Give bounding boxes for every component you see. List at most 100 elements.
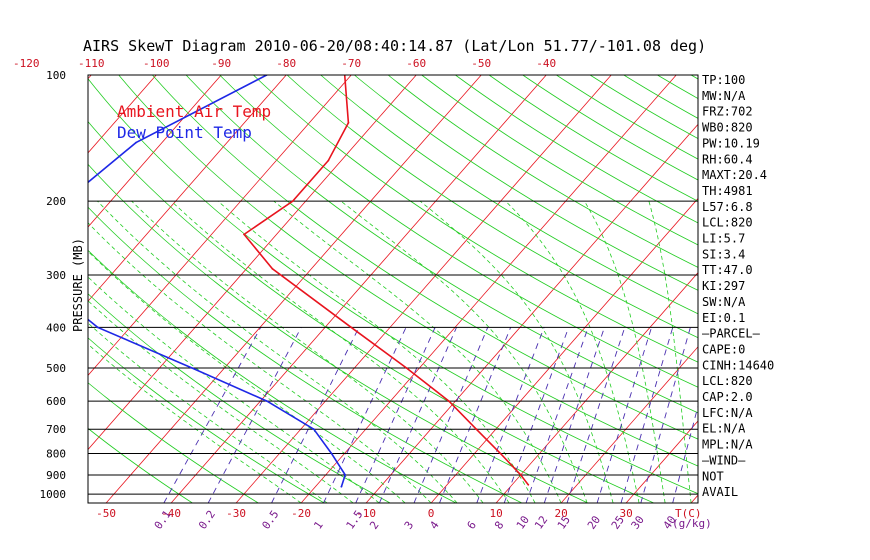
ambient-air-temp-point: [350, 326, 352, 329]
bottom-temp-tick-label: 30: [619, 507, 632, 520]
stat-line: MW:N/A: [702, 89, 746, 103]
moist-adiabat-line: [217, 200, 536, 503]
stat-line: RH:60.4: [702, 152, 753, 166]
stat-line: NOT: [702, 469, 724, 483]
mixing-ratio-line: [566, 327, 626, 503]
ambient-air-temp-point: [475, 428, 478, 431]
pressure-tick-label: 200: [46, 195, 66, 208]
stat-line: L57:6.8: [702, 200, 753, 214]
dry-adiabat-line: [387, 75, 698, 268]
isotherm-line: [105, 75, 482, 503]
pressure-tick-label: 700: [46, 423, 66, 436]
top-temp-tick-label: -60: [406, 57, 426, 70]
plot-frame: [87, 74, 699, 504]
dry-adiabat-line: [88, 382, 259, 503]
moist-adiabat-line: [88, 322, 328, 503]
dry-adiabat-line: [88, 337, 325, 503]
ambient-air-temp-point: [527, 483, 530, 486]
pressure-tick-label: 600: [46, 395, 66, 408]
pressure-tick-label: 300: [46, 269, 66, 282]
dry-adiabat-line: [826, 75, 870, 503]
stat-line: TT:47.0: [702, 263, 753, 277]
dry-adiabat-line: [286, 75, 698, 339]
isotherm-line: [88, 75, 352, 376]
moist-adiabat-line: [648, 201, 692, 503]
top-temp-tick-label: -80: [276, 57, 296, 70]
stat-line: TH:4981: [702, 184, 753, 198]
top-temp-tick-label: -40: [536, 57, 556, 70]
isotherm-line: [88, 75, 222, 228]
pressure-tick-label: 1000: [40, 488, 67, 501]
moist-adiabat-line: [88, 250, 406, 503]
moist-adiabat-line: [171, 200, 510, 503]
mixing-ratio-label: 8: [492, 519, 506, 532]
dry-adiabat-line: [152, 75, 698, 440]
stat-line: KI:297: [702, 279, 745, 293]
dew-point-temp-point: [266, 400, 268, 402]
dry-adiabat-line: [88, 206, 523, 503]
moist-adiabat-line: [340, 200, 588, 503]
dry-adiabat-line: [859, 75, 870, 503]
x-axis-unit-label: T(C): [675, 507, 702, 520]
pressure-tick-label: 100: [46, 69, 66, 82]
dew-point-temp-point: [312, 428, 315, 431]
mixing-ratio-label: 40: [661, 513, 679, 531]
isotherm-line: [88, 75, 417, 451]
mixing-ratio-line: [163, 327, 262, 503]
mixing-ratio-label: 3: [402, 519, 416, 532]
dew-point-temp-point: [96, 326, 99, 329]
dry-adiabat-line: [455, 75, 698, 224]
mixing-ratio-line: [413, 327, 489, 503]
background-lines: [0, 75, 870, 503]
ambient-air-temp-point: [405, 367, 408, 369]
dry-adiabat-line: [758, 75, 870, 503]
dry-adiabat-line: [354, 75, 698, 291]
moist-adiabat-line: [97, 200, 458, 503]
stat-line: LCL:820: [702, 374, 753, 388]
dry-adiabat-line: [88, 163, 588, 503]
mixing-ratio-label: 6: [465, 519, 479, 532]
dry-adiabat-line: [88, 78, 698, 495]
bottom-temp-tick-label: 10: [489, 507, 502, 520]
dew-point-temp-point: [32, 274, 34, 276]
legend-ambient-air-temp: Ambient Air Temp: [117, 102, 271, 121]
stat-line: SI:3.4: [702, 247, 745, 261]
mixing-ratio-line: [476, 327, 545, 503]
mixing-ratio-label: 10: [514, 513, 532, 531]
mixing-ratio-line: [620, 327, 674, 503]
ambient-air-temp-point: [243, 233, 246, 236]
bottom-temp-tick-label: -40: [161, 507, 181, 520]
y-axis-label: PRESSURE (MB): [71, 238, 85, 332]
stat-line: EL:N/A: [702, 422, 746, 436]
mixing-ratio-line: [640, 327, 691, 503]
mixing-ratio-unit-label: (g/kg): [672, 517, 712, 530]
isotherm-line: [170, 75, 547, 503]
top-temp-tick-label: -50: [471, 57, 491, 70]
stat-line: —WIND—: [702, 453, 746, 467]
stat-line: PW:10.19: [702, 136, 760, 150]
bottom-temp-tick-label: -10: [356, 507, 376, 520]
top-temp-tick-label: -70: [341, 57, 361, 70]
dew-point-temp-point: [135, 141, 137, 144]
stat-line: MAXT:20.4: [702, 168, 767, 182]
isotherm-line: [821, 75, 870, 503]
ambient-air-temp-point: [291, 200, 294, 203]
bottom-temp-tick-label: -30: [226, 507, 246, 520]
stat-line: AVAIL: [702, 485, 738, 499]
bottom-temp-tick-label: 0: [428, 507, 435, 520]
stat-line: LCL:820: [702, 216, 753, 230]
ambient-air-temp-point: [347, 121, 350, 124]
isotherm-line: [0, 75, 26, 503]
mixing-ratio-label: 12: [532, 513, 550, 531]
moist-adiabat-line: [131, 200, 484, 503]
dry-adiabat-line: [253, 75, 698, 363]
mixing-ratio-line: [323, 327, 407, 503]
bottom-temp-tick-label: -20: [291, 507, 311, 520]
mixing-ratio-line: [672, 404, 698, 503]
ambient-air-temp-point: [271, 267, 274, 270]
stat-line: EI:0.1: [702, 311, 745, 325]
dry-adiabat-line: [792, 75, 870, 503]
dry-adiabat-line: [421, 75, 698, 246]
top-temp-tick-label: -90: [211, 57, 231, 70]
